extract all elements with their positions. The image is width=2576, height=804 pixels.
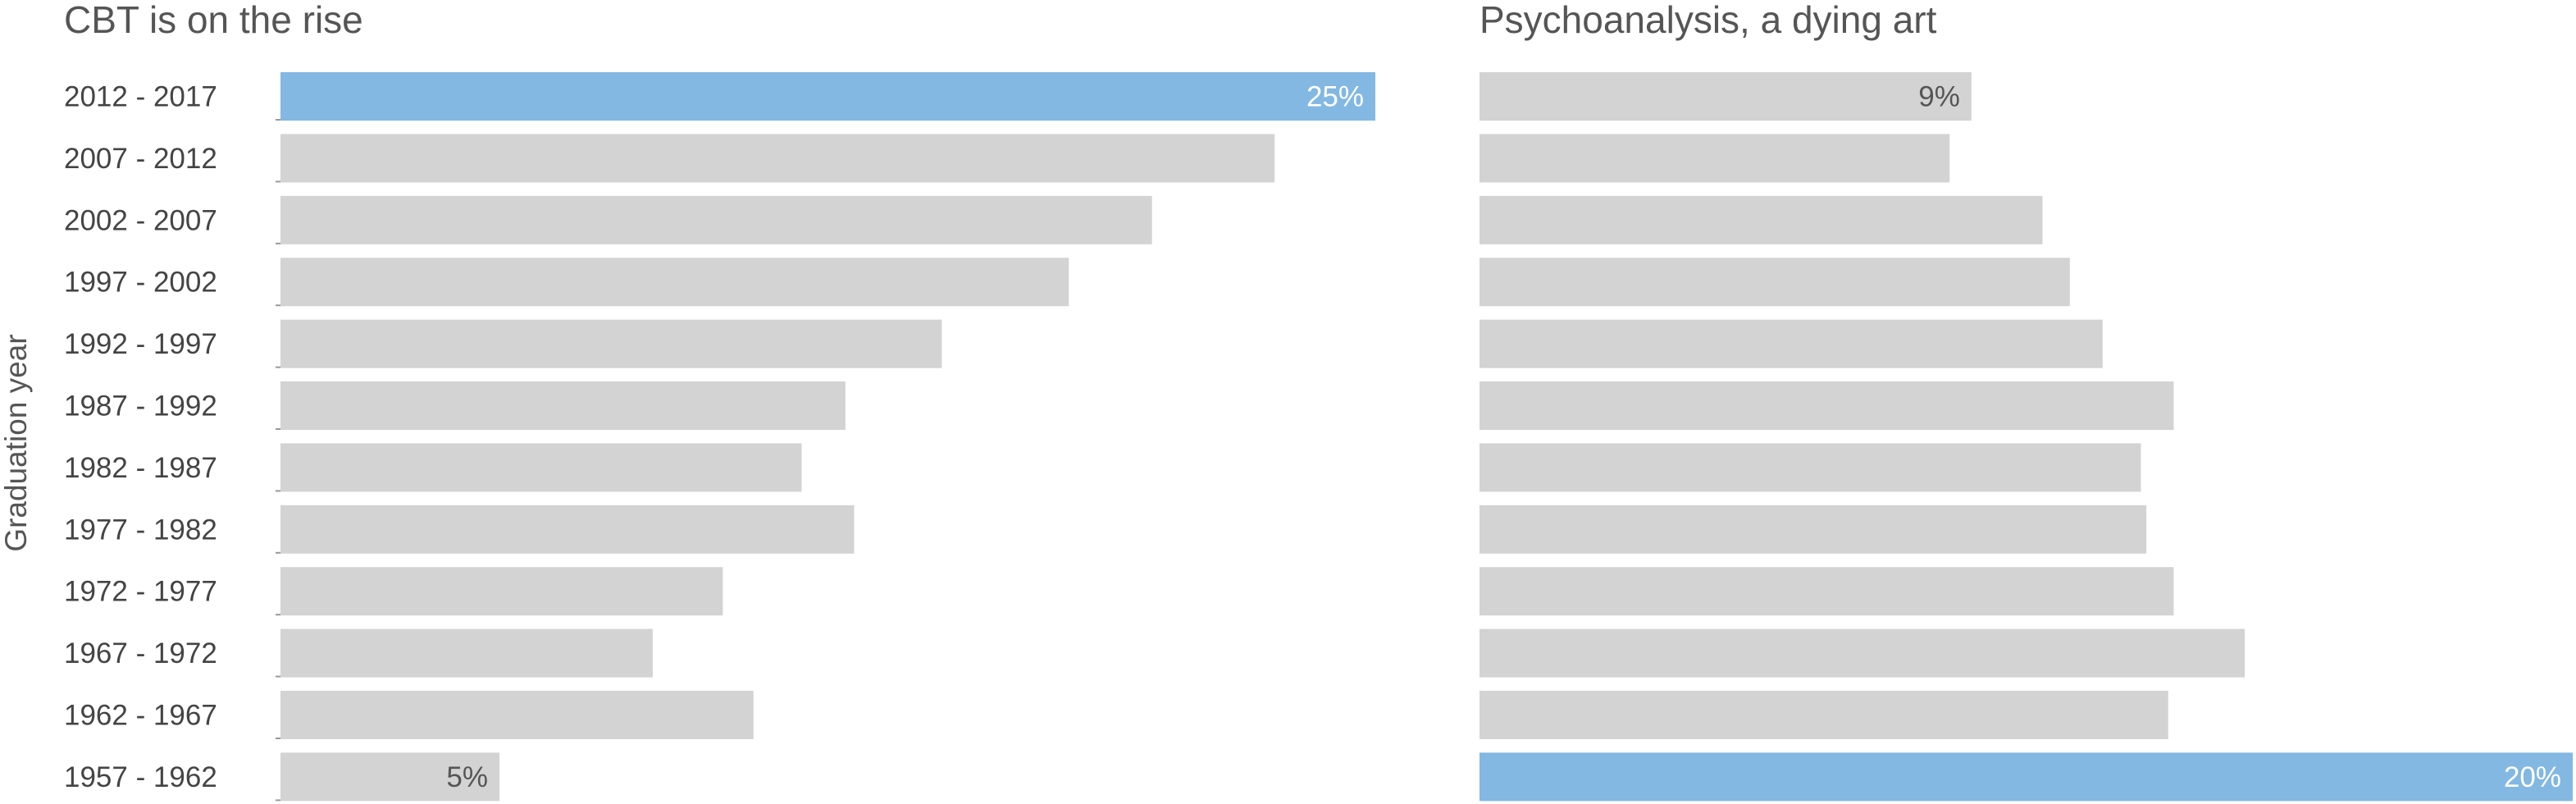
left-bar	[280, 443, 802, 492]
left-bar	[280, 628, 653, 678]
category-label: 1962 - 1967	[64, 700, 217, 732]
right-panel-title: Psychoanalysis, a dying art	[1479, 0, 1937, 41]
left-bar	[280, 134, 1275, 183]
left-bar	[280, 381, 846, 430]
left-bar	[280, 319, 942, 368]
left-bar	[280, 195, 1152, 244]
category-label: 1997 - 2002	[64, 267, 217, 299]
right-bar	[1479, 72, 1972, 121]
left-bar	[280, 72, 1375, 121]
category-label: 2007 - 2012	[64, 143, 217, 175]
left-bar	[280, 567, 723, 616]
category-label: 1982 - 1987	[64, 452, 217, 484]
category-label: 2002 - 2007	[64, 204, 217, 236]
category-label: 2012 - 2017	[64, 81, 217, 113]
right-bar	[1479, 443, 2141, 492]
left-bar	[280, 505, 855, 554]
category-label: 1957 - 1962	[64, 761, 217, 793]
right-bar-value-label: 9%	[1918, 81, 1960, 113]
left-bar	[280, 258, 1069, 307]
left-bar-value-label: 5%	[446, 761, 488, 793]
right-bar-value-label: 20%	[2504, 761, 2561, 793]
right-bar	[1479, 134, 1950, 183]
category-label: 1967 - 1972	[64, 637, 217, 669]
right-bar	[1479, 195, 2043, 244]
left-bar	[280, 752, 499, 802]
right-bar	[1479, 691, 2168, 739]
right-bar	[1479, 752, 2573, 802]
right-panel-bars: 9% 20%	[1479, 72, 2573, 802]
right-bar	[1479, 505, 2147, 554]
right-bar	[1479, 319, 2103, 368]
left-panel-bars: 25% 5%	[276, 72, 1375, 802]
category-labels: 2012 - 2017 2007 - 2012 2002 - 2007 1997 - …	[64, 81, 217, 793]
right-bar	[1479, 258, 2070, 307]
right-bar	[1479, 628, 2245, 678]
left-bar	[280, 691, 754, 739]
category-label: 1977 - 1982	[64, 514, 217, 546]
right-bar	[1479, 381, 2174, 430]
left-bar-value-label: 25%	[1306, 81, 1364, 113]
category-label: 1972 - 1977	[64, 576, 217, 608]
y-axis-label: Graduation year	[0, 334, 33, 551]
category-label: 1987 - 1992	[64, 391, 217, 423]
category-label: 1992 - 1997	[64, 328, 217, 360]
right-bar	[1479, 567, 2174, 616]
left-panel-title: CBT is on the rise	[64, 0, 363, 41]
